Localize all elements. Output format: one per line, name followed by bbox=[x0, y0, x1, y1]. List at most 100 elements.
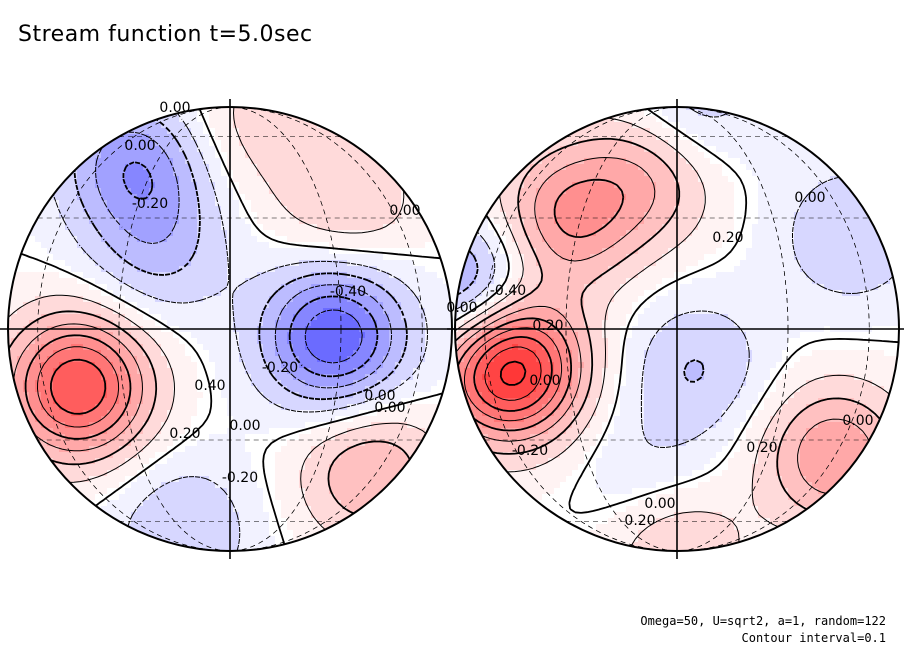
field-cell bbox=[221, 236, 228, 243]
field-cell bbox=[293, 164, 300, 171]
field-cell bbox=[329, 134, 336, 141]
field-cell bbox=[341, 296, 348, 303]
field-cell bbox=[269, 434, 276, 441]
field-cell bbox=[341, 242, 348, 249]
field-cell bbox=[425, 440, 432, 447]
field-cell bbox=[23, 266, 30, 273]
field-cell bbox=[41, 152, 48, 159]
field-cell bbox=[323, 362, 330, 369]
field-cell bbox=[263, 338, 270, 345]
field-cell bbox=[335, 164, 342, 171]
field-cell bbox=[437, 434, 444, 441]
field-cell bbox=[311, 302, 318, 309]
field-cell bbox=[167, 428, 174, 435]
field-cell bbox=[17, 386, 24, 393]
field-cell bbox=[215, 176, 222, 183]
field-cell bbox=[89, 146, 96, 153]
field-cell bbox=[155, 140, 162, 147]
field-cell bbox=[257, 422, 264, 429]
field-cell bbox=[287, 224, 294, 231]
field-cell bbox=[431, 107, 438, 111]
field-cell bbox=[287, 392, 294, 399]
field-cell bbox=[107, 422, 114, 429]
field-cell bbox=[125, 434, 132, 441]
field-cell bbox=[179, 170, 186, 177]
field-cell bbox=[323, 188, 330, 195]
field-cell bbox=[401, 248, 408, 255]
field-cell bbox=[449, 284, 452, 291]
field-cell bbox=[275, 170, 282, 177]
field-cell bbox=[335, 296, 342, 303]
field-cell bbox=[41, 314, 48, 321]
field-cell bbox=[167, 164, 174, 171]
field-cell bbox=[317, 218, 324, 225]
field-cell bbox=[311, 476, 318, 483]
field-cell bbox=[203, 236, 210, 243]
field-cell bbox=[377, 356, 384, 363]
field-cell bbox=[353, 218, 360, 225]
field-cell bbox=[257, 254, 264, 261]
field-cell bbox=[293, 284, 300, 291]
field-cell bbox=[83, 146, 90, 153]
field-cell bbox=[431, 272, 438, 279]
field-cell bbox=[53, 338, 60, 345]
field-cell bbox=[329, 350, 336, 357]
field-cell bbox=[233, 308, 240, 315]
field-cell bbox=[17, 464, 24, 471]
field-cell bbox=[341, 494, 348, 501]
field-cell bbox=[221, 308, 228, 315]
field-cell bbox=[413, 236, 420, 243]
field-cell bbox=[431, 212, 438, 219]
field-cell bbox=[329, 242, 336, 249]
field-cell bbox=[209, 236, 216, 243]
field-cell bbox=[389, 398, 396, 405]
field-cell bbox=[143, 206, 150, 213]
field-cell bbox=[335, 284, 342, 291]
field-cell bbox=[311, 254, 318, 261]
field-cell bbox=[173, 434, 180, 441]
field-cell bbox=[167, 140, 174, 147]
field-cell bbox=[185, 404, 192, 411]
field-cell bbox=[179, 362, 186, 369]
field-cell bbox=[137, 182, 144, 189]
field-cell bbox=[71, 392, 78, 399]
field-cell bbox=[431, 296, 438, 303]
field-cell bbox=[443, 308, 450, 315]
field-cell bbox=[287, 434, 294, 441]
field-cell bbox=[8, 440, 12, 447]
field-cell bbox=[359, 128, 366, 135]
field-cell bbox=[101, 332, 108, 339]
field-cell bbox=[233, 182, 240, 189]
field-cell bbox=[263, 116, 270, 123]
field-cell bbox=[125, 362, 132, 369]
field-cell bbox=[197, 428, 204, 435]
field-cell bbox=[17, 218, 24, 225]
field-cell bbox=[8, 236, 12, 243]
field-cell bbox=[23, 464, 30, 471]
field-cell bbox=[413, 440, 420, 447]
field-cell bbox=[305, 482, 312, 489]
field-cell bbox=[239, 158, 246, 165]
field-cell bbox=[251, 152, 258, 159]
field-cell bbox=[107, 386, 114, 393]
field-cell bbox=[365, 368, 372, 375]
field-cell bbox=[143, 320, 150, 327]
field-cell bbox=[251, 188, 258, 195]
field-cell bbox=[137, 374, 144, 381]
field-cell bbox=[299, 404, 306, 411]
field-cell bbox=[221, 380, 228, 387]
field-cell bbox=[299, 422, 306, 429]
field-cell bbox=[8, 218, 12, 225]
field-cell bbox=[137, 452, 144, 459]
field-cell bbox=[113, 314, 120, 321]
field-cell bbox=[161, 278, 168, 285]
field-cell bbox=[437, 212, 444, 219]
field-cell bbox=[101, 314, 108, 321]
field-cell bbox=[395, 458, 402, 465]
field-cell bbox=[65, 386, 72, 393]
field-cell bbox=[125, 392, 132, 399]
field-cell bbox=[143, 464, 150, 471]
field-cell bbox=[59, 494, 66, 501]
field-cell bbox=[443, 488, 450, 495]
field-cell bbox=[209, 170, 216, 177]
